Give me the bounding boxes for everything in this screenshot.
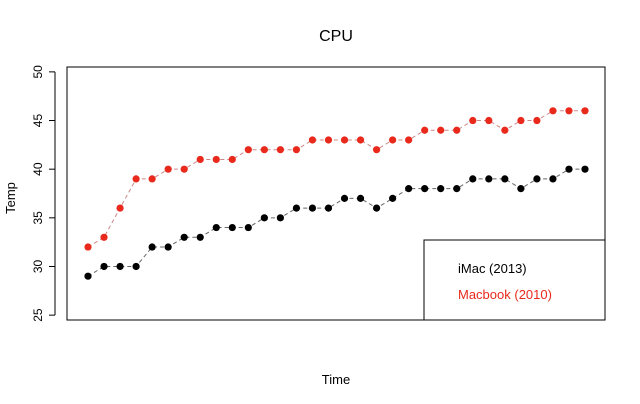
y-tick-label: 50 <box>31 65 45 79</box>
data-point <box>244 146 252 154</box>
plot-area-frame <box>66 66 606 321</box>
data-point <box>453 185 461 193</box>
data-point <box>533 175 541 183</box>
data-point <box>356 194 365 202</box>
y-tick-label: 25 <box>31 308 45 322</box>
y-tick-label: 30 <box>31 259 45 273</box>
data-point <box>469 116 477 125</box>
data-point <box>84 272 92 280</box>
data-point <box>581 107 589 115</box>
legend-entry-imac: iMac (2013) <box>458 261 527 276</box>
data-point <box>84 243 92 251</box>
data-point <box>372 146 381 154</box>
data-point <box>517 116 525 125</box>
series-1 <box>84 107 589 251</box>
data-point <box>276 146 284 154</box>
data-point <box>212 155 220 164</box>
data-point <box>100 233 108 241</box>
data-point <box>421 185 429 193</box>
legend: iMac (2013) Macbook (2010) <box>423 239 606 321</box>
data-point <box>196 233 204 241</box>
data-point <box>372 204 381 212</box>
y-tick-label: 40 <box>31 162 45 176</box>
data-point <box>228 155 236 164</box>
y-axis-label: Temp <box>3 182 18 214</box>
data-point <box>549 107 557 115</box>
data-point <box>437 126 445 134</box>
data-point <box>437 185 445 193</box>
data-point <box>100 262 108 271</box>
data-point <box>308 204 317 212</box>
data-point <box>453 126 461 134</box>
data-point <box>421 126 429 134</box>
data-point <box>340 194 349 202</box>
data-point <box>116 204 124 212</box>
data-point <box>260 214 268 222</box>
data-point <box>180 233 188 241</box>
data-point <box>228 223 236 232</box>
data-point <box>389 194 397 202</box>
legend-box <box>423 239 606 321</box>
data-point <box>469 175 477 183</box>
data-point <box>292 146 301 154</box>
data-point <box>212 223 220 232</box>
data-point <box>340 136 349 144</box>
data-point <box>260 146 268 154</box>
x-axis-label: Time <box>322 372 350 387</box>
data-point <box>116 262 124 271</box>
data-point <box>581 165 589 173</box>
data-point <box>132 175 140 183</box>
y-tick-label: 45 <box>31 114 45 128</box>
legend-entry-macbook: Macbook (2010) <box>458 287 552 302</box>
data-point <box>164 165 172 173</box>
data-point <box>485 175 493 183</box>
chart-title: CPU <box>319 28 353 45</box>
data-point <box>389 136 397 144</box>
y-tick-label: 35 <box>31 211 45 225</box>
series-line <box>87 110 585 248</box>
data-point <box>485 116 493 125</box>
data-point <box>405 136 413 144</box>
data-point <box>501 126 509 134</box>
data-point <box>517 185 525 193</box>
data-point <box>324 136 333 144</box>
data-point <box>356 136 365 144</box>
series-layer <box>84 107 589 280</box>
data-point <box>565 107 573 115</box>
series-0 <box>84 165 589 280</box>
data-point <box>148 243 156 251</box>
data-point <box>276 214 284 222</box>
y-axis: 25 30 35 40 45 50 <box>31 65 56 322</box>
data-point <box>132 262 140 271</box>
data-point <box>180 165 188 173</box>
data-point <box>565 165 573 173</box>
data-point <box>549 175 557 183</box>
data-point <box>148 175 156 183</box>
data-point <box>405 185 413 193</box>
data-point <box>196 155 204 164</box>
data-point <box>244 223 252 232</box>
data-point <box>164 243 172 251</box>
data-point <box>501 175 509 183</box>
data-point <box>533 116 541 125</box>
data-point <box>308 136 317 144</box>
data-point <box>324 204 333 212</box>
data-point <box>292 204 301 212</box>
